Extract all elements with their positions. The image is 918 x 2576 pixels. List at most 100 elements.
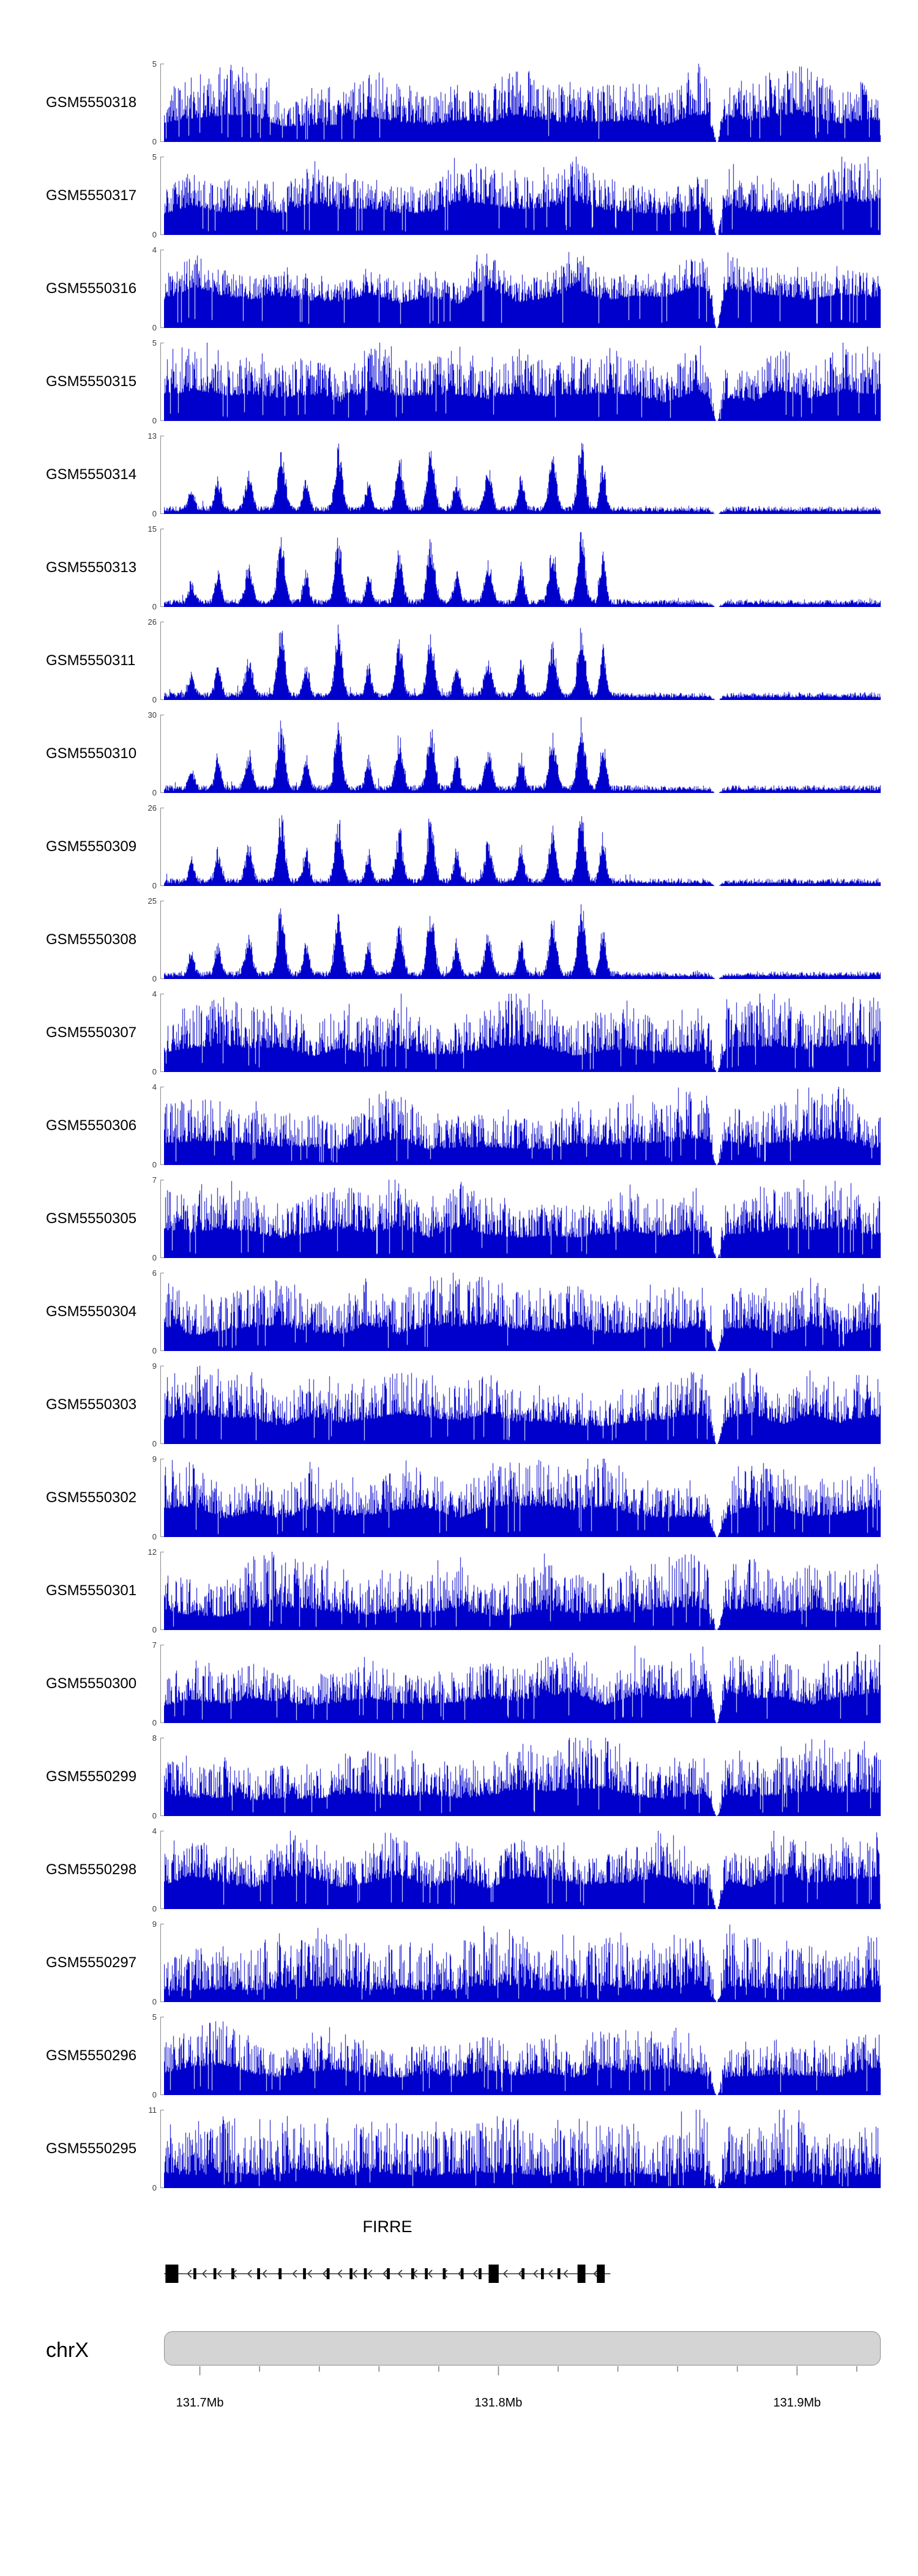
track-row: GSM5550316 4 0 — [0, 246, 918, 343]
y-axis — [160, 1459, 164, 1537]
signal-histogram — [164, 1459, 881, 1537]
track-row: GSM5550304 6 0 — [0, 1269, 918, 1366]
signal-histogram — [164, 1366, 881, 1444]
y-axis — [160, 901, 164, 979]
y-axis-max-label: 13 — [147, 431, 157, 441]
track-label: GSM5550315 — [46, 373, 137, 390]
y-axis-max-label: 5 — [152, 338, 157, 348]
signal-histogram — [164, 1552, 881, 1630]
y-axis — [160, 2017, 164, 2095]
signal-histogram — [164, 2017, 881, 2095]
signal-histogram — [164, 715, 881, 793]
y-axis-max-label: 26 — [147, 803, 157, 813]
y-axis-min-label: 0 — [152, 1067, 157, 1076]
signal-histogram — [164, 529, 881, 607]
genome-axis-ticks — [199, 2366, 857, 2375]
track-plot: 8 0 — [152, 1734, 881, 1820]
y-axis — [160, 343, 164, 421]
y-axis — [160, 1273, 164, 1351]
y-axis — [160, 715, 164, 793]
track-row: GSM5550296 5 0 — [0, 2013, 918, 2110]
track-row: GSM5550317 5 0 — [0, 153, 918, 250]
y-axis-min-label: 0 — [152, 1904, 157, 1913]
track-row: GSM5550306 4 0 — [0, 1083, 918, 1180]
y-axis-min-label: 0 — [152, 602, 157, 611]
track-row: GSM5550313 15 0 — [0, 525, 918, 622]
signal-histogram — [164, 994, 881, 1072]
y-axis-min-label: 0 — [152, 1997, 157, 2006]
track-plot: 4 0 — [152, 246, 881, 332]
y-axis-max-label: 5 — [152, 59, 157, 69]
track-label: GSM5550306 — [46, 1117, 137, 1134]
gene-title: FIRRE — [362, 2217, 412, 2236]
track-label: GSM5550314 — [46, 466, 137, 483]
y-axis-min-label: 0 — [152, 230, 157, 239]
y-axis-min-label: 0 — [152, 509, 157, 518]
track-plot: 12 0 — [148, 1548, 881, 1634]
track-label: GSM5550295 — [46, 2140, 137, 2157]
y-axis-max-label: 7 — [152, 1175, 157, 1185]
gene-model — [164, 2265, 611, 2283]
y-axis-min-label: 0 — [152, 1811, 157, 1820]
y-axis-max-label: 26 — [147, 617, 157, 627]
track-row: GSM5550298 4 0 — [0, 1827, 918, 1924]
y-axis-min-label: 0 — [152, 2090, 157, 2099]
y-axis-max-label: 4 — [152, 1082, 157, 1092]
y-axis — [160, 1087, 164, 1165]
track-label: GSM5550305 — [46, 1210, 137, 1227]
track-row: GSM5550311 26 0 — [0, 618, 918, 715]
track-plot: 9 0 — [152, 1455, 881, 1541]
y-axis-max-label: 11 — [148, 2105, 157, 2115]
y-axis — [160, 529, 164, 607]
track-plot: 11 0 — [149, 2106, 881, 2192]
y-axis — [160, 808, 164, 886]
track-plot: 4 0 — [152, 1083, 881, 1169]
track-plot: 13 0 — [148, 432, 881, 518]
y-axis — [160, 994, 164, 1072]
chromosome-label: chrX — [46, 2339, 89, 2362]
track-row: GSM5550300 7 0 — [0, 1641, 918, 1738]
y-axis — [160, 1645, 164, 1723]
axis-tick-label: 131.8Mb — [474, 2396, 523, 2410]
y-axis-max-label: 9 — [152, 1361, 157, 1371]
signal-histogram — [164, 1180, 881, 1258]
signal-histogram — [164, 1273, 881, 1351]
axis-tick-label: 131.9Mb — [773, 2396, 821, 2410]
y-axis-max-label: 25 — [147, 896, 157, 906]
track-plot: 26 0 — [148, 804, 881, 890]
signal-histogram — [164, 901, 881, 979]
track-plot: 7 0 — [152, 1641, 881, 1727]
track-row: GSM5550315 5 0 — [0, 339, 918, 436]
track-label: GSM5550304 — [46, 1303, 137, 1320]
track-row: GSM5550310 30 0 — [0, 711, 918, 808]
data-tracks-container: GSM5550318 5 0 GSM5550317 5 0 GSM5550316… — [0, 60, 918, 2203]
track-label: GSM5550311 — [46, 652, 136, 669]
signal-histogram — [164, 1924, 881, 2002]
y-axis-max-label: 7 — [152, 1640, 157, 1650]
y-axis-min-label: 0 — [152, 1718, 157, 1727]
y-axis — [160, 1552, 164, 1630]
y-axis-max-label: 4 — [152, 989, 157, 999]
y-axis-max-label: 4 — [152, 1826, 157, 1836]
y-axis — [160, 1366, 164, 1444]
track-label: GSM5550301 — [46, 1582, 137, 1599]
track-label: GSM5550309 — [46, 838, 137, 855]
y-axis-max-label: 30 — [147, 710, 157, 720]
y-axis — [160, 157, 164, 235]
signal-histogram — [164, 1645, 881, 1723]
signal-histogram — [164, 2110, 881, 2188]
y-axis — [160, 64, 164, 142]
y-axis — [160, 2110, 164, 2188]
y-axis-max-label: 4 — [152, 245, 157, 255]
track-label: GSM5550310 — [46, 745, 137, 762]
y-axis — [160, 436, 164, 514]
track-row: GSM5550303 9 0 — [0, 1362, 918, 1459]
chromosome-ideogram — [164, 2331, 881, 2366]
track-row: GSM5550309 26 0 — [0, 804, 918, 901]
y-axis-min-label: 0 — [152, 695, 157, 704]
track-row: GSM5550308 25 0 — [0, 897, 918, 994]
track-plot: 7 0 — [152, 1176, 881, 1262]
signal-histogram — [164, 436, 881, 514]
signal-histogram — [164, 64, 881, 142]
